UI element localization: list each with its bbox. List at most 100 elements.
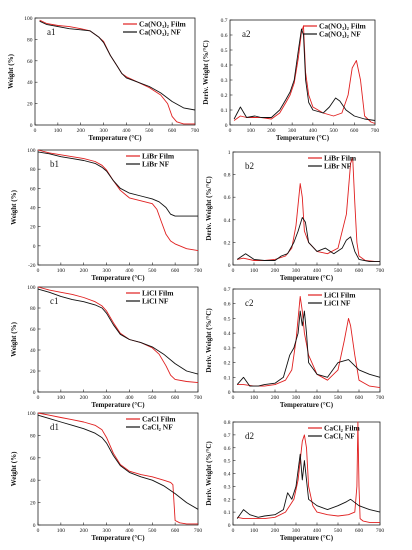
x-tick-label: 0 xyxy=(232,395,235,401)
legend-label: LiBr NF xyxy=(142,160,170,169)
x-tick-label: 700 xyxy=(371,128,380,134)
series-line-film xyxy=(233,25,376,124)
y-tick-label: 100 xyxy=(24,16,33,22)
legend-label: LiCl Film xyxy=(324,291,356,300)
y-tick-label: 0.5 xyxy=(221,48,228,54)
x-tick-label: 400 xyxy=(313,528,322,534)
y-tick-label: 80 xyxy=(30,306,36,312)
y-axis-label: Deriv. Weight (%/°C) xyxy=(205,308,213,373)
x-tick-label: 300 xyxy=(292,528,301,534)
legend-label: LiCl NF xyxy=(142,297,169,306)
y-tick-label: 20 xyxy=(30,501,36,507)
x-tick-label: 600 xyxy=(171,268,180,274)
x-tick-label: 200 xyxy=(271,528,280,534)
y-tick-label: 0.6 xyxy=(221,33,228,39)
y-tick-label: 0.1 xyxy=(224,510,231,516)
panel-label: c2 xyxy=(245,298,254,308)
panel-label: d1 xyxy=(50,422,59,432)
x-tick-label: 500 xyxy=(334,268,343,274)
x-tick-label: 400 xyxy=(125,268,134,274)
x-tick-label: 500 xyxy=(334,395,343,401)
y-tick-label: 0 xyxy=(228,263,231,269)
plot-frame xyxy=(37,149,199,266)
y-tick-label: 0 xyxy=(33,244,36,250)
x-axis-label: Temperature (°C) xyxy=(91,534,145,542)
x-tick-label: 700 xyxy=(194,395,203,401)
x-tick-label: 600 xyxy=(355,528,364,534)
y-tick-label: 40 xyxy=(27,80,33,86)
series-line-nf xyxy=(37,151,198,217)
panel-label: b2 xyxy=(245,161,254,171)
series-line-nf xyxy=(37,288,199,375)
x-tick-label: 200 xyxy=(267,128,276,134)
plot-frame xyxy=(34,17,196,126)
x-axis-label: Temperature (°C) xyxy=(91,274,145,282)
x-tick-label: 300 xyxy=(292,268,301,274)
series-line-nf xyxy=(39,20,196,111)
y-tick-label: 20 xyxy=(27,102,33,108)
plot-frame xyxy=(229,19,376,126)
legend-label: Ca(NO₃)₂ NF xyxy=(319,30,361,39)
x-tick-label: 200 xyxy=(271,268,280,274)
legend-label: CaCl₂ Film xyxy=(324,424,361,433)
plot-frame xyxy=(232,288,381,393)
chart-panel-d2: 0 100 200 300 400 500 600 700 0 0.1 0.2 0.3 0.4 0.5 0.… xyxy=(205,420,384,542)
series-line-film xyxy=(237,421,380,523)
x-axis-label: Temperature (°C) xyxy=(280,274,334,282)
x-tick-label: 100 xyxy=(57,395,66,401)
x-tick-label: 700 xyxy=(376,528,385,534)
x-tick-label: 600 xyxy=(355,395,364,401)
x-tick-label: 300 xyxy=(292,395,301,401)
x-tick-label: 0 xyxy=(229,128,232,134)
y-tick-label: 0.5 xyxy=(224,459,231,465)
y-tick-label: 0.8 xyxy=(224,173,231,179)
y-tick-label: 0.8 xyxy=(224,420,231,426)
x-tick-label: 500 xyxy=(148,528,157,534)
y-tick-label: 0.4 xyxy=(224,331,231,337)
x-tick-label: 100 xyxy=(57,528,66,534)
series-line-film xyxy=(37,149,199,252)
x-tick-label: 0 xyxy=(232,528,235,534)
x-tick-label: 700 xyxy=(191,128,200,134)
y-tick-label: 60 xyxy=(27,59,33,65)
x-tick-label: 600 xyxy=(168,128,177,134)
y-tick-label: 80 xyxy=(30,433,36,439)
x-tick-label: 100 xyxy=(247,128,256,134)
x-tick-label: 200 xyxy=(80,528,89,534)
y-tick-label: 0.7 xyxy=(224,433,231,439)
y-tick-label: 0.7 xyxy=(221,18,228,24)
x-tick-label: 0 xyxy=(34,128,37,134)
series-line-film xyxy=(237,157,380,263)
panel-label: a2 xyxy=(242,29,251,39)
chart-panel-c1: 0 100 200 300 400 500 600 700 0 20 40 60 80 100 Temper… xyxy=(10,285,202,409)
y-tick-label: 0.6 xyxy=(224,446,231,452)
x-tick-label: 300 xyxy=(288,128,297,134)
y-axis-label: Weight (%) xyxy=(10,451,18,486)
x-tick-label: 0 xyxy=(37,268,40,274)
legend-label: CaCl₂ NF xyxy=(142,423,173,432)
y-tick-label: 40 xyxy=(30,478,36,484)
series-line-nf xyxy=(233,28,376,121)
y-tick-label: 40 xyxy=(30,206,36,212)
y-axis-label: Weight (%) xyxy=(10,321,18,356)
x-tick-label: 600 xyxy=(350,128,359,134)
plot-frame xyxy=(37,286,199,393)
y-tick-label: 0 xyxy=(30,123,33,129)
y-tick-label: 80 xyxy=(30,167,36,173)
plot-frame xyxy=(37,412,199,526)
x-tick-label: 500 xyxy=(148,268,157,274)
x-tick-label: 200 xyxy=(80,395,89,401)
y-tick-label: 0.3 xyxy=(224,346,231,352)
y-tick-label: 0.1 xyxy=(221,108,228,114)
chart-panel-b2: 0 100 200 300 400 500 600 700 0 0.2 0.4 0.6 0.8 1 Temp… xyxy=(205,150,384,282)
chart-panel-a1: 0 100 200 300 400 500 600 700 0 20 40 60 80 100 Temper… xyxy=(7,16,199,142)
y-axis-label: Weight (%) xyxy=(10,189,18,224)
x-tick-label: 500 xyxy=(334,528,343,534)
legend-label: LiCl Film xyxy=(142,289,174,298)
y-tick-label: 0.6 xyxy=(224,302,231,308)
x-tick-label: 200 xyxy=(77,128,86,134)
x-tick-label: 500 xyxy=(148,395,157,401)
x-tick-label: 700 xyxy=(194,528,203,534)
x-axis-label: Temperature (°C) xyxy=(280,534,334,542)
